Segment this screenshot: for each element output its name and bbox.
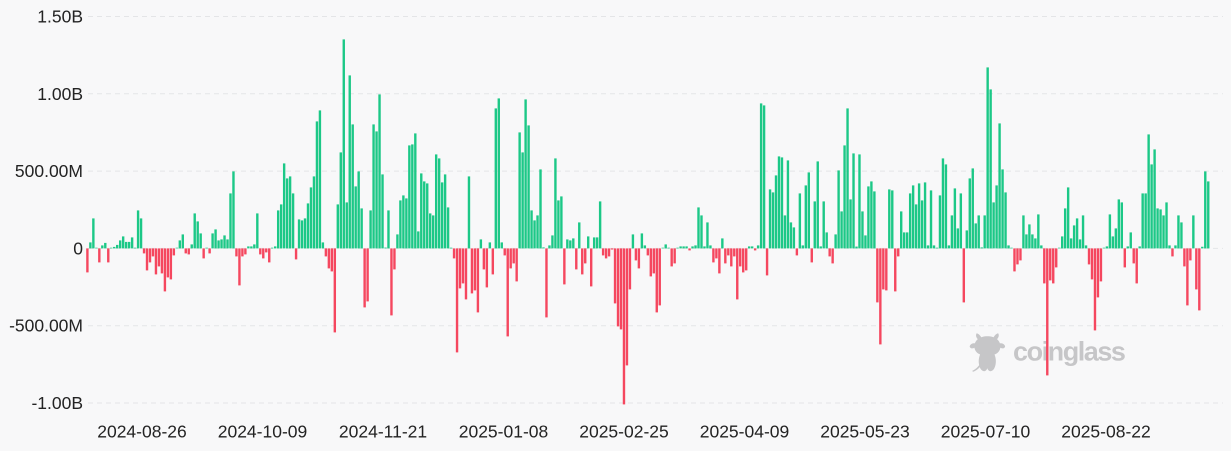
svg-text:2025-07-10: 2025-07-10 bbox=[941, 422, 1031, 442]
svg-text:0: 0 bbox=[73, 238, 83, 258]
svg-text:2025-01-08: 2025-01-08 bbox=[459, 422, 549, 442]
svg-text:500.00M: 500.00M bbox=[15, 161, 83, 181]
svg-text:2025-08-22: 2025-08-22 bbox=[1061, 422, 1151, 442]
svg-text:2024-11-21: 2024-11-21 bbox=[339, 422, 427, 442]
svg-text:2025-04-09: 2025-04-09 bbox=[700, 422, 790, 442]
svg-text:coinglass: coinglass bbox=[1013, 337, 1125, 367]
svg-text:2024-10-09: 2024-10-09 bbox=[218, 422, 308, 442]
svg-text:1.50B: 1.50B bbox=[37, 7, 83, 27]
svg-text:1.00B: 1.00B bbox=[37, 84, 83, 104]
svg-text:2025-05-23: 2025-05-23 bbox=[820, 422, 910, 442]
svg-text:-500.00M: -500.00M bbox=[9, 316, 83, 336]
svg-text:-1.00B: -1.00B bbox=[31, 393, 83, 413]
svg-text:2025-02-25: 2025-02-25 bbox=[579, 422, 669, 442]
svg-text:2024-08-26: 2024-08-26 bbox=[97, 422, 187, 442]
